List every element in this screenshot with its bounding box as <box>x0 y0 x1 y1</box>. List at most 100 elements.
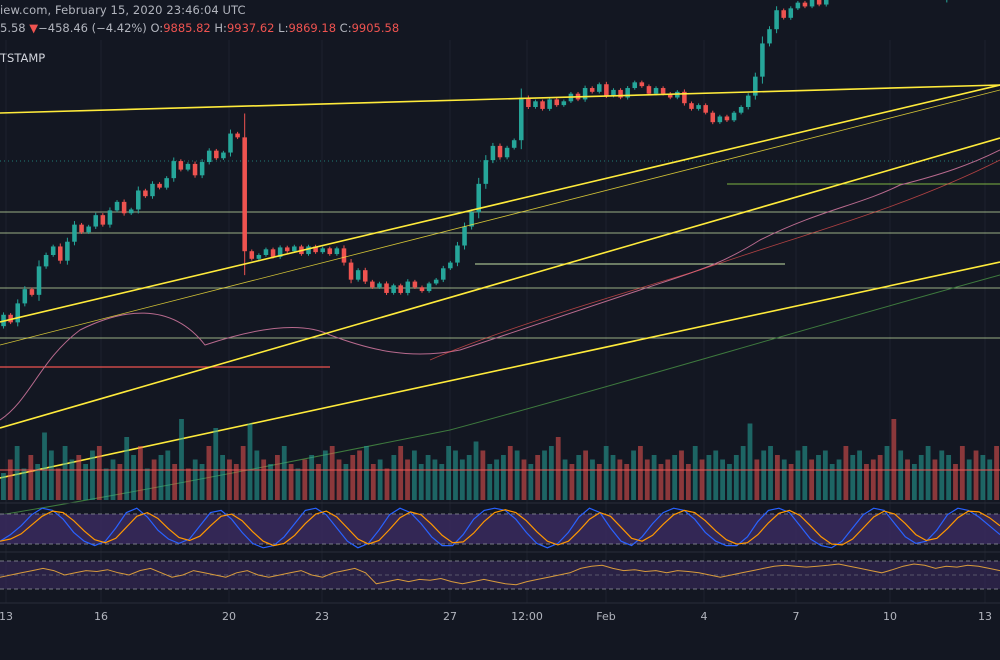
candle <box>802 0 808 9</box>
volume-bar <box>1 473 6 500</box>
candle <box>50 244 56 257</box>
volume-bar <box>446 446 452 500</box>
ma-short-line <box>0 149 1000 421</box>
volume-bar <box>42 432 47 500</box>
volume-bar <box>603 446 609 500</box>
volume-bar <box>733 455 739 500</box>
volume-bar <box>179 419 184 500</box>
volume-bar <box>953 464 958 500</box>
candle <box>469 209 474 230</box>
volume-bar <box>521 459 527 500</box>
candle <box>795 0 801 11</box>
volume-bar <box>706 455 712 500</box>
candle <box>717 114 723 124</box>
volume-bar <box>685 464 691 500</box>
volume-bar <box>555 437 561 500</box>
volume-bar <box>275 455 280 500</box>
volume-bar <box>583 450 589 500</box>
volume-bar <box>185 468 191 500</box>
candle <box>455 241 460 267</box>
candle <box>497 143 503 160</box>
volume-bar <box>548 446 554 500</box>
rsi-panel <box>0 551 1000 590</box>
volume-bar <box>576 455 582 500</box>
candle <box>781 8 786 20</box>
volume-bar <box>21 468 27 500</box>
candle <box>625 86 630 100</box>
candle <box>121 199 127 216</box>
volume-bar <box>911 464 917 500</box>
candle <box>65 237 70 265</box>
volume-bar <box>507 446 513 500</box>
candle <box>731 110 737 122</box>
candle <box>398 283 403 295</box>
candle <box>199 159 205 179</box>
volume-bar <box>288 464 294 500</box>
open-value: 9885.82 <box>163 21 211 35</box>
candle <box>682 89 687 106</box>
close-value: 9905.58 <box>351 21 400 35</box>
candle <box>823 0 829 7</box>
candle <box>547 97 552 111</box>
candle <box>327 246 333 256</box>
volume-bar <box>699 459 705 500</box>
candle <box>753 72 758 100</box>
volume-bar <box>384 468 390 500</box>
volume-bar <box>596 464 602 500</box>
volume-bars <box>1 419 999 500</box>
volume-bar <box>240 446 246 500</box>
volume-bar <box>480 450 486 500</box>
candle <box>235 131 240 140</box>
trend-lines <box>0 84 1000 479</box>
volume-bar <box>55 468 61 500</box>
volume-bar <box>398 446 404 500</box>
candle <box>150 181 155 199</box>
volume-bar <box>692 446 698 500</box>
volume-bar <box>62 446 68 500</box>
change-value: −458.46 (−4.42%) <box>38 21 147 35</box>
candle <box>412 279 418 289</box>
rsi-line <box>0 563 1000 586</box>
volume-bar <box>713 450 719 500</box>
volume-bar <box>932 459 938 500</box>
volume-bar <box>357 450 362 500</box>
exchange-symbol: TSTAMP <box>0 51 46 65</box>
candle <box>391 283 396 295</box>
down-arrow-icon: ▼ <box>29 21 39 35</box>
candle <box>760 36 765 84</box>
x-tick-label: 27 <box>443 610 457 623</box>
low-label: L: <box>278 21 289 35</box>
volume-bar <box>487 464 493 500</box>
moving-averages <box>0 149 1000 516</box>
volume-bar <box>898 450 904 500</box>
candle <box>214 148 219 160</box>
volume-bar <box>96 446 102 500</box>
candle <box>136 186 141 214</box>
candle <box>284 245 290 253</box>
volume-bar <box>740 446 746 500</box>
volume-bar <box>720 459 725 500</box>
candle <box>93 212 99 229</box>
volume-bar <box>439 464 445 500</box>
volume-bar <box>76 455 82 500</box>
volume-bar <box>768 446 773 500</box>
candle <box>341 245 347 266</box>
volume-bar <box>973 450 979 500</box>
candle <box>143 188 148 198</box>
volume-bar <box>336 459 342 500</box>
candle <box>22 286 28 307</box>
volume-bar <box>590 459 595 500</box>
candle <box>540 99 545 111</box>
volume-bar <box>411 450 417 500</box>
candle <box>256 253 262 261</box>
candle <box>433 277 439 286</box>
volume-bar <box>350 455 356 500</box>
volume-bar <box>959 446 965 500</box>
last-price-fragment: 5.58 <box>0 21 26 35</box>
long-support-trendline <box>0 261 1000 479</box>
candle <box>738 105 744 115</box>
volume-bar <box>124 437 130 500</box>
volume-bar <box>370 464 376 500</box>
candle <box>320 246 325 254</box>
